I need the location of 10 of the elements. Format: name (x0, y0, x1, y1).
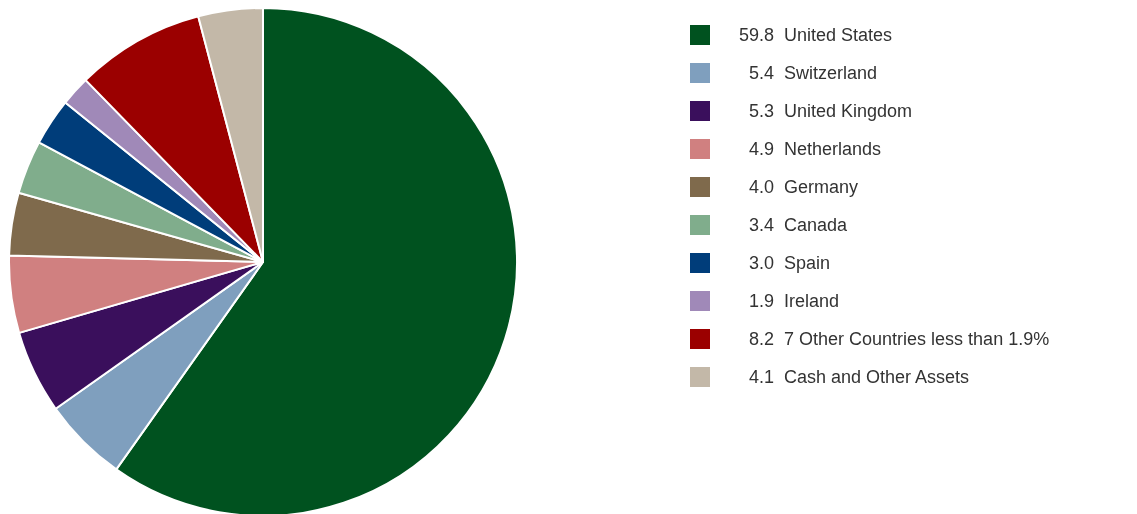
legend-label: 1.9 Ireland (749, 291, 840, 311)
legend-label: 59.8 United States (739, 25, 893, 45)
legend-label: 4.9 Netherlands (749, 139, 882, 159)
legend-label: 8.2 7 Other Countries less than 1.9% (749, 329, 1050, 349)
legend-label: 3.0 Spain (749, 253, 831, 273)
legend-label: 5.3 United Kingdom (749, 101, 913, 121)
legend-label: 3.4 Canada (749, 215, 849, 235)
legend-label: 4.0 Germany (749, 177, 859, 197)
legend-label: 4.1 Cash and Other Assets (749, 367, 970, 387)
legend-label: 5.4 Switzerland (749, 63, 878, 83)
